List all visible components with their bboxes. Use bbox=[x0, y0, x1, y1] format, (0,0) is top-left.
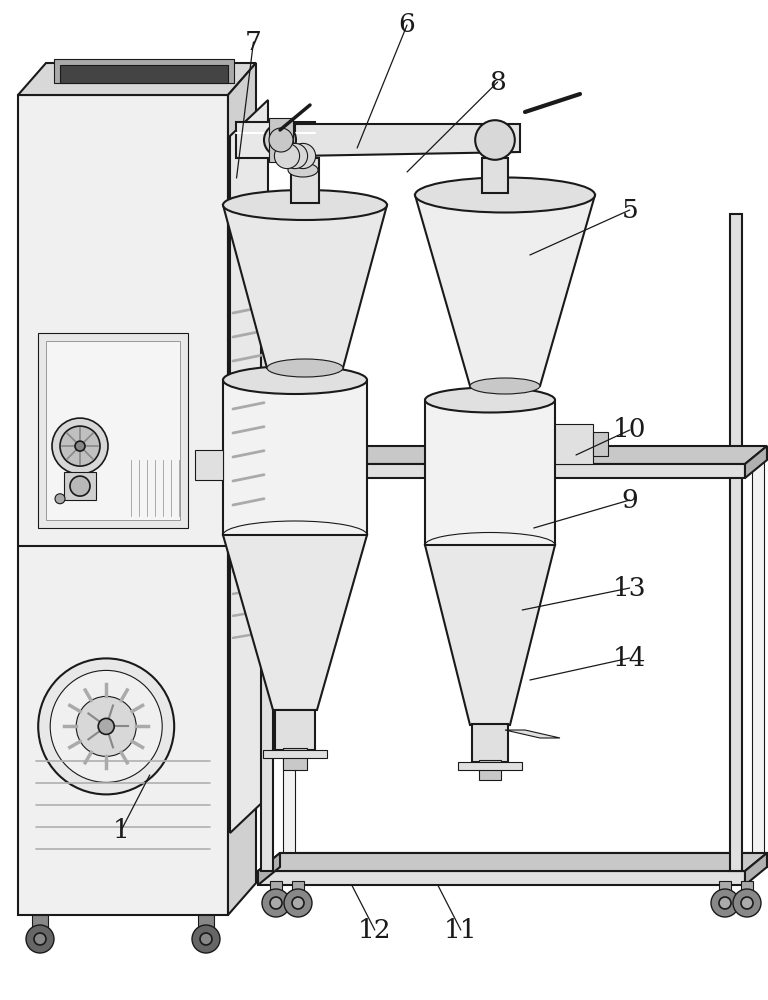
Text: 1: 1 bbox=[113, 818, 130, 842]
Circle shape bbox=[76, 696, 136, 756]
Bar bbox=[719, 881, 731, 893]
Bar bbox=[46, 341, 180, 520]
Polygon shape bbox=[425, 400, 555, 545]
Circle shape bbox=[38, 658, 174, 794]
Bar bbox=[555, 424, 593, 464]
Bar bbox=[741, 881, 753, 893]
Polygon shape bbox=[18, 63, 256, 95]
Text: 10: 10 bbox=[613, 417, 647, 442]
Ellipse shape bbox=[267, 359, 343, 377]
Ellipse shape bbox=[223, 521, 367, 549]
Text: 5: 5 bbox=[621, 198, 638, 223]
Circle shape bbox=[98, 718, 114, 734]
Polygon shape bbox=[261, 464, 273, 871]
Bar bbox=[275, 710, 315, 750]
Polygon shape bbox=[258, 871, 745, 885]
Polygon shape bbox=[54, 59, 234, 83]
Circle shape bbox=[290, 143, 316, 169]
Circle shape bbox=[711, 889, 739, 917]
Bar bbox=[458, 762, 522, 770]
Circle shape bbox=[200, 933, 212, 945]
Bar bbox=[263, 750, 327, 758]
Circle shape bbox=[719, 897, 731, 909]
Polygon shape bbox=[236, 122, 315, 158]
Circle shape bbox=[741, 897, 753, 909]
Ellipse shape bbox=[415, 178, 595, 213]
Polygon shape bbox=[752, 446, 764, 853]
Circle shape bbox=[26, 925, 54, 953]
Text: 13: 13 bbox=[613, 575, 647, 600]
Circle shape bbox=[475, 120, 515, 160]
Circle shape bbox=[60, 426, 100, 466]
Circle shape bbox=[283, 143, 308, 169]
Ellipse shape bbox=[288, 163, 318, 177]
Polygon shape bbox=[505, 730, 560, 738]
Ellipse shape bbox=[223, 366, 367, 394]
Polygon shape bbox=[745, 446, 767, 478]
Polygon shape bbox=[745, 853, 767, 885]
Circle shape bbox=[75, 441, 85, 451]
Text: 8: 8 bbox=[489, 70, 506, 95]
Polygon shape bbox=[482, 158, 508, 193]
Bar bbox=[472, 724, 508, 762]
Polygon shape bbox=[258, 446, 767, 464]
Polygon shape bbox=[223, 380, 367, 535]
Polygon shape bbox=[269, 118, 293, 162]
Ellipse shape bbox=[470, 378, 540, 394]
Polygon shape bbox=[261, 214, 273, 464]
Bar bbox=[479, 760, 501, 780]
Circle shape bbox=[34, 933, 46, 945]
Bar bbox=[270, 881, 282, 893]
Polygon shape bbox=[425, 545, 555, 725]
Circle shape bbox=[52, 418, 108, 474]
Polygon shape bbox=[291, 158, 319, 203]
Circle shape bbox=[50, 670, 162, 782]
Text: 11: 11 bbox=[444, 918, 478, 942]
Polygon shape bbox=[223, 205, 387, 368]
Bar bbox=[593, 432, 608, 456]
Polygon shape bbox=[230, 100, 268, 833]
Polygon shape bbox=[228, 63, 256, 915]
Bar bbox=[38, 333, 188, 528]
Circle shape bbox=[264, 124, 296, 156]
Polygon shape bbox=[258, 464, 745, 478]
Polygon shape bbox=[18, 95, 228, 915]
Polygon shape bbox=[258, 853, 767, 871]
Polygon shape bbox=[280, 853, 767, 867]
Polygon shape bbox=[730, 464, 742, 871]
Text: 7: 7 bbox=[245, 29, 262, 54]
Polygon shape bbox=[415, 195, 595, 386]
Polygon shape bbox=[223, 535, 367, 710]
Text: 14: 14 bbox=[613, 646, 647, 671]
Circle shape bbox=[274, 143, 300, 169]
Circle shape bbox=[270, 897, 282, 909]
Circle shape bbox=[292, 897, 304, 909]
Bar bbox=[32, 915, 48, 933]
Circle shape bbox=[70, 476, 90, 496]
Bar bbox=[283, 748, 307, 770]
Circle shape bbox=[284, 889, 312, 917]
Ellipse shape bbox=[425, 532, 555, 558]
Polygon shape bbox=[730, 214, 742, 464]
Polygon shape bbox=[295, 124, 520, 156]
Bar bbox=[195, 450, 223, 480]
Circle shape bbox=[270, 130, 290, 150]
Text: 9: 9 bbox=[621, 488, 638, 512]
Ellipse shape bbox=[425, 387, 555, 412]
Polygon shape bbox=[258, 853, 280, 885]
Circle shape bbox=[262, 889, 290, 917]
Text: 12: 12 bbox=[358, 918, 392, 942]
Polygon shape bbox=[283, 446, 295, 853]
Bar bbox=[64, 472, 96, 500]
Circle shape bbox=[269, 128, 293, 152]
Bar bbox=[198, 915, 214, 933]
Polygon shape bbox=[60, 65, 228, 83]
Text: 6: 6 bbox=[399, 12, 415, 37]
Circle shape bbox=[55, 494, 65, 504]
Circle shape bbox=[192, 925, 220, 953]
Ellipse shape bbox=[223, 190, 387, 220]
Circle shape bbox=[733, 889, 761, 917]
Bar bbox=[292, 881, 304, 893]
